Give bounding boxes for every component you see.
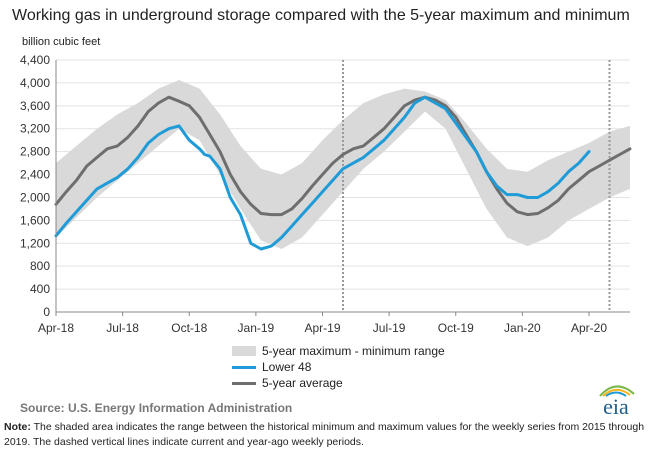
lower48-series-layer <box>54 95 591 251</box>
legend-label-lower48: Lower 48 <box>262 360 312 374</box>
legend-item-avg: 5-year average <box>232 375 445 391</box>
y-tick-label: 3,200 <box>20 122 50 136</box>
period-marker-layer <box>342 60 611 312</box>
legend-swatch-lower48 <box>232 365 256 369</box>
eia-logo: eia <box>599 385 635 419</box>
avg-series-layer <box>54 95 632 217</box>
x-tick-label: Oct-19 <box>438 321 474 335</box>
y-tick-label: 1,200 <box>20 236 50 250</box>
y-tick-label: 1,600 <box>20 213 50 227</box>
x-tick-label: Apr-20 <box>571 321 607 335</box>
legend-item-range: 5-year maximum - minimum range <box>232 343 445 359</box>
eia-logo-text: eia <box>603 394 629 419</box>
x-tick-label: Jan-19 <box>238 321 275 335</box>
legend-item-lower48: Lower 48 <box>232 359 445 375</box>
series-line-lower-48 <box>54 95 591 251</box>
legend-swatch-avg <box>232 381 256 385</box>
axes <box>55 60 630 316</box>
legend-label-range: 5-year maximum - minimum range <box>262 344 445 358</box>
x-tick-label: Apr-19 <box>304 321 340 335</box>
y-tick-label: 4,000 <box>20 76 50 90</box>
y-tick-label: 2,400 <box>20 168 50 182</box>
y-tick-label: 3,600 <box>20 99 50 113</box>
series-line-5-year-average <box>54 95 632 217</box>
note-label: Note: <box>4 421 31 433</box>
y-tick-label: 4,400 <box>20 53 50 67</box>
legend-label-avg: 5-year average <box>262 376 343 390</box>
y-tick-label: 400 <box>30 282 50 296</box>
chart-plot: 0 400 800 1,200 1,600 2,000 2,400 2,800 3,200 3,6… <box>20 53 632 335</box>
y-tick-label: 2,800 <box>20 145 50 159</box>
y-tick-label: 800 <box>30 259 50 273</box>
source-note: Source: U.S. Energy Information Administ… <box>20 401 293 415</box>
x-tick-label: Oct-18 <box>171 321 207 335</box>
x-tick-label: Jan-20 <box>504 321 541 335</box>
x-tick-label: Apr-18 <box>38 321 74 335</box>
legend: 5-year maximum - minimum range Lower 48 … <box>232 343 445 391</box>
note-text: Note: The shaded area indicates the rang… <box>4 420 660 450</box>
x-tick-label: Jul-18 <box>106 321 139 335</box>
chart-title: Working gas in underground storage compa… <box>12 7 630 24</box>
x-tick-label: Jul-19 <box>373 321 406 335</box>
legend-swatch-range <box>232 346 256 356</box>
tick-labels: 0 400 800 1,200 1,600 2,000 2,400 2,800 3,200 3,6… <box>20 53 607 335</box>
note-body: The shaded area indicates the range betw… <box>4 421 645 448</box>
y-axis-unit-label: billion cubic feet <box>22 36 101 48</box>
y-tick-label: 2,000 <box>20 190 50 204</box>
y-tick-label: 0 <box>43 305 50 319</box>
